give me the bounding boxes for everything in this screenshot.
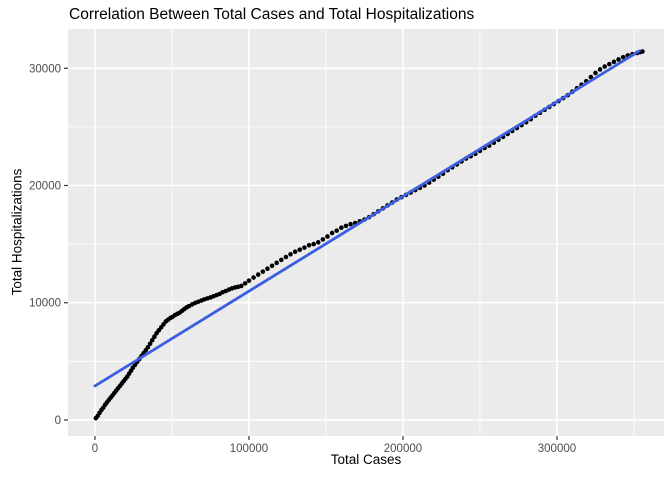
data-point xyxy=(278,257,284,263)
data-point xyxy=(288,252,293,257)
data-point xyxy=(283,254,289,260)
data-point xyxy=(306,242,312,248)
data-point xyxy=(640,49,645,54)
data-point xyxy=(152,334,157,340)
x-tick-label: 200000 xyxy=(384,443,422,455)
data-point xyxy=(302,245,307,250)
data-point xyxy=(325,234,330,239)
data-point xyxy=(616,57,621,62)
y-tick-label: 10000 xyxy=(29,298,61,310)
data-point xyxy=(315,240,321,245)
data-point xyxy=(602,64,608,69)
data-point xyxy=(251,275,256,280)
data-point xyxy=(320,237,326,242)
data-point xyxy=(238,283,244,289)
data-point xyxy=(593,70,598,76)
data-point xyxy=(292,249,298,255)
y-tick-label: 0 xyxy=(55,415,61,427)
x-tick-label: 0 xyxy=(92,443,98,455)
data-point xyxy=(334,228,340,233)
data-point xyxy=(620,54,626,60)
data-point xyxy=(607,61,612,67)
data-point xyxy=(147,341,153,347)
chart-title: Correlation Between Total Cases and Tota… xyxy=(69,6,475,23)
regression-line xyxy=(93,49,641,388)
data-point xyxy=(260,269,266,274)
y-tick-label: 30000 xyxy=(29,63,61,75)
data-point xyxy=(611,59,617,65)
y-tick-label: 20000 xyxy=(29,180,61,192)
data-point xyxy=(274,260,279,266)
x-tick-label: 300000 xyxy=(538,443,576,455)
data-point xyxy=(265,266,270,272)
data-point xyxy=(339,225,344,230)
data-point xyxy=(597,67,603,72)
y-axis-title: Total Hospitalizations xyxy=(9,168,25,296)
data-point xyxy=(297,247,303,253)
x-axis-title: Total Cases xyxy=(330,452,402,467)
data-point xyxy=(246,278,252,283)
data-point xyxy=(348,221,353,227)
data-point xyxy=(343,223,349,229)
data-point xyxy=(255,272,261,277)
data-point xyxy=(145,344,151,350)
data-point xyxy=(149,337,155,343)
data-point xyxy=(242,281,248,286)
data-point xyxy=(269,263,275,269)
data-point xyxy=(311,241,316,247)
x-tick-label: 100000 xyxy=(230,443,268,455)
data-point xyxy=(329,230,335,236)
data-point xyxy=(588,74,594,80)
